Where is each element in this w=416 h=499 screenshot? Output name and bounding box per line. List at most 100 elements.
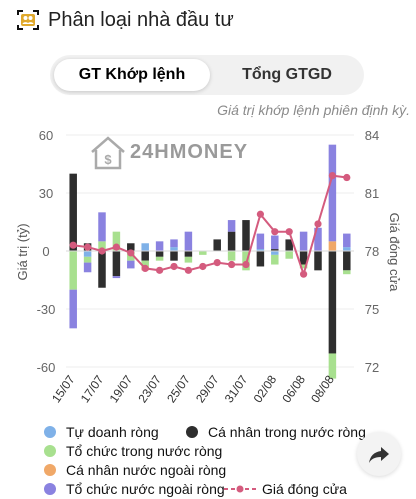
y-tick-label: -30: [37, 302, 56, 317]
watermark-house-icon: [91, 136, 125, 170]
bar-segment: [299, 264, 308, 269]
legend-swatch: [186, 426, 198, 438]
bar-segment: [256, 251, 265, 267]
bar-segment: [98, 251, 106, 288]
x-tick-label: 02/08: [251, 372, 280, 405]
investor-chart: 60 30 0 -30 -60 84 81 78 75 72 24HMONEY $ Giá trị (t…: [15, 128, 402, 405]
page-header: Phân loại nhà đầu tư: [16, 6, 234, 34]
y-axis-title: Giá trị (tỷ): [15, 223, 30, 280]
bar-segment: [184, 251, 193, 257]
bar-segment: [328, 241, 337, 251]
bar-segment: [343, 270, 351, 275]
legend-swatch: [44, 483, 56, 495]
bar-segment: [199, 251, 207, 255]
legend-label: Tổ chức nước ngoài ròng: [66, 481, 225, 497]
legend-item-domestic-individual: Cá nhân trong nước ròng: [186, 424, 366, 440]
bar-segment: [227, 251, 236, 261]
y2-tick-label: 75: [365, 302, 379, 317]
bar-segment: [127, 260, 135, 269]
legend-item-domestic-institution: Tổ chức trong nước ròng: [44, 443, 222, 459]
y-tick-label: 60: [39, 128, 53, 143]
price-point: [213, 259, 221, 267]
price-point: [98, 247, 106, 255]
x-tick-label: 17/07: [78, 372, 107, 405]
bar-segment: [271, 235, 279, 250]
x-tick-label: 31/07: [222, 372, 251, 405]
legend-label: Tự doanh ròng: [66, 424, 159, 440]
watermark-text: 24HMONEY: [130, 141, 248, 163]
bar-segment: [343, 247, 351, 251]
price-point: [242, 260, 250, 269]
x-tick-label: 19/07: [107, 372, 136, 405]
price-point: [156, 266, 164, 274]
bar-segment: [141, 243, 149, 251]
bar-segment: [314, 227, 322, 251]
tab-total-trading-value[interactable]: Tổng GTGD: [242, 66, 332, 83]
y2-tick-label: 72: [365, 360, 379, 375]
y-tick-label: -60: [37, 360, 56, 375]
price-point: [228, 260, 236, 269]
bar-segment: [299, 251, 308, 265]
watermark-dollar-icon: $: [104, 152, 112, 167]
bar-segment: [343, 251, 351, 271]
legend-label: Cá nhân nước ngoài ròng: [66, 462, 227, 478]
price-point: [69, 241, 77, 249]
bar-segment: [285, 239, 293, 251]
bar-segment: [256, 233, 265, 250]
bar-segment: [83, 256, 92, 263]
price-point: [184, 266, 192, 274]
bar-segment: [242, 220, 250, 251]
price-point: [300, 270, 308, 278]
bar-segment: [213, 239, 221, 251]
bar-segment: [328, 353, 337, 379]
legend-item-foreign-institution: Tổ chức nước ngoài ròng: [44, 481, 225, 497]
bar-segment: [184, 231, 193, 251]
legend-item-proprietary: Tự doanh ròng: [44, 424, 159, 440]
price-point: [285, 228, 293, 236]
price-point: [127, 249, 135, 257]
bar-segment: [328, 144, 337, 242]
bar-segment: [271, 249, 279, 251]
bar-segment: [170, 239, 178, 248]
legend-label: Giá đóng cửa: [262, 481, 347, 497]
bar-segment: [227, 220, 236, 232]
price-point: [199, 262, 207, 271]
bar-segment: [155, 241, 164, 251]
bar-segment: [69, 251, 77, 290]
legend-line-swatch: [224, 485, 256, 493]
bar-segment: [242, 251, 250, 271]
investor-group-icon: [17, 10, 39, 30]
bar-segment: [83, 251, 92, 257]
bar-segment: [299, 231, 308, 251]
y2-tick-label: 81: [365, 186, 379, 201]
y-tick-label: 30: [39, 186, 53, 201]
y-tick-label: 0: [42, 244, 49, 259]
price-point: [256, 210, 264, 218]
bar-segment: [155, 256, 164, 261]
tab-matched-value[interactable]: GT Khớp lệnh: [54, 59, 210, 91]
bar-segment: [98, 212, 106, 242]
price-point: [141, 264, 149, 272]
price-point: [343, 173, 351, 182]
bar-segment: [112, 231, 121, 251]
bar-segment: [184, 256, 193, 263]
y2-axis-title: Giá đóng cửa: [387, 213, 402, 293]
x-tick-label: 29/07: [193, 372, 222, 405]
page-title: Phân loại nhà đầu tư: [48, 8, 234, 31]
bar-segment: [141, 260, 149, 267]
x-tick-label: 06/08: [279, 372, 308, 405]
legend-swatch: [44, 445, 56, 457]
price-point: [328, 172, 336, 180]
legend-swatch: [44, 426, 56, 438]
bar-segment: [328, 251, 337, 354]
bar-segment: [256, 249, 265, 251]
share-arrow-icon: [369, 447, 389, 463]
y2-tick-label: 78: [365, 244, 379, 259]
x-tick-label: 23/07: [135, 372, 164, 405]
share-button[interactable]: [357, 432, 401, 476]
bar-segment: [227, 231, 236, 251]
price-point: [84, 243, 92, 251]
bar-segment: [112, 251, 121, 277]
price-point: [170, 262, 178, 271]
bar-segment: [170, 247, 178, 251]
